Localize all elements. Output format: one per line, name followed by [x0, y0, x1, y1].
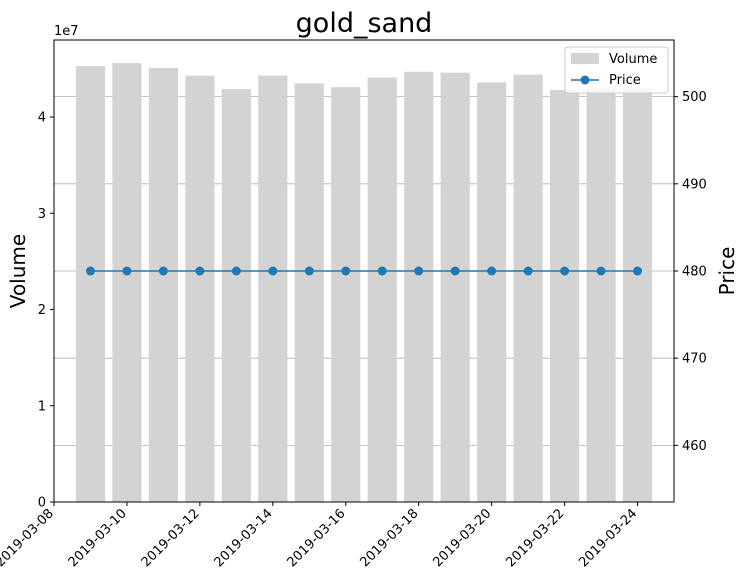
y-tick-label-right: 490 — [682, 177, 707, 192]
volume-bar — [148, 67, 178, 502]
price-point — [195, 266, 205, 276]
legend-swatch-price-marker — [580, 75, 590, 85]
legend: Volume Price — [564, 46, 669, 94]
y-tick-label-left: 0 — [38, 496, 46, 511]
x-tick-label: 2019-03-08 — [0, 506, 57, 570]
price-point — [122, 266, 132, 276]
y-tick-label-right: 470 — [682, 352, 707, 367]
volume-bar — [258, 75, 288, 503]
x-tick-label: 2019-03-18 — [357, 506, 421, 570]
x-tick-label: 2019-03-22 — [503, 506, 567, 570]
volume-bar — [477, 82, 507, 502]
right-axis: 460 470 480 490 500 — [674, 90, 707, 454]
price-point — [304, 266, 314, 276]
price-point — [523, 266, 533, 276]
volume-bar — [112, 63, 142, 502]
volume-bars — [75, 63, 653, 503]
price-point — [158, 266, 168, 276]
legend-label-price: Price — [609, 73, 641, 88]
price-point — [450, 266, 460, 276]
x-tick-label: 2019-03-14 — [212, 506, 276, 570]
chart-title: gold_sand — [296, 8, 433, 39]
volume-bar — [513, 74, 543, 503]
volume-bar — [622, 88, 653, 502]
price-point — [85, 266, 95, 276]
volume-bar — [550, 90, 580, 503]
y-multiplier-label: 1e7 — [54, 24, 79, 39]
price-point — [268, 266, 278, 276]
price-point — [377, 266, 387, 276]
x-axis: 2019-03-08 2019-03-10 2019-03-12 2019-03-14… — [0, 502, 640, 570]
x-tick-label: 2019-03-16 — [285, 506, 349, 570]
price-point — [341, 266, 351, 276]
price-point — [231, 266, 241, 276]
price-point — [487, 266, 497, 276]
price-point — [414, 266, 424, 276]
legend-label-volume: Volume — [609, 52, 657, 67]
y-tick-label-right: 500 — [682, 90, 707, 105]
price-point — [596, 266, 606, 276]
volume-bar — [367, 77, 397, 502]
y-tick-label-left: 3 — [38, 207, 46, 222]
y-tick-label-left: 2 — [38, 303, 46, 318]
left-axis: 0 1 2 3 4 — [38, 111, 54, 511]
y-tick-label-right: 460 — [682, 439, 707, 454]
volume-bar — [294, 83, 324, 502]
volume-bar — [404, 71, 434, 502]
x-tick-label: 2019-03-12 — [139, 506, 203, 570]
y-tick-label-left: 1 — [38, 399, 46, 414]
price-point — [633, 266, 643, 276]
volume-bar — [221, 89, 251, 503]
legend-swatch-volume — [571, 53, 599, 64]
volume-bar — [440, 72, 470, 502]
y-axis-label-right: Price — [715, 247, 739, 296]
y-tick-label-left: 4 — [38, 111, 46, 126]
x-tick-label: 2019-03-20 — [430, 506, 494, 570]
x-tick-label: 2019-03-24 — [576, 506, 640, 570]
volume-bar — [185, 75, 215, 503]
volume-bar — [331, 87, 361, 502]
volume-bar — [75, 65, 106, 503]
y-tick-label-right: 480 — [682, 265, 707, 280]
volume-bar — [586, 88, 616, 502]
x-tick-label: 2019-03-10 — [66, 506, 130, 570]
price-point — [560, 266, 570, 276]
price-line — [85, 266, 643, 276]
y-axis-label-left: Volume — [6, 234, 30, 308]
